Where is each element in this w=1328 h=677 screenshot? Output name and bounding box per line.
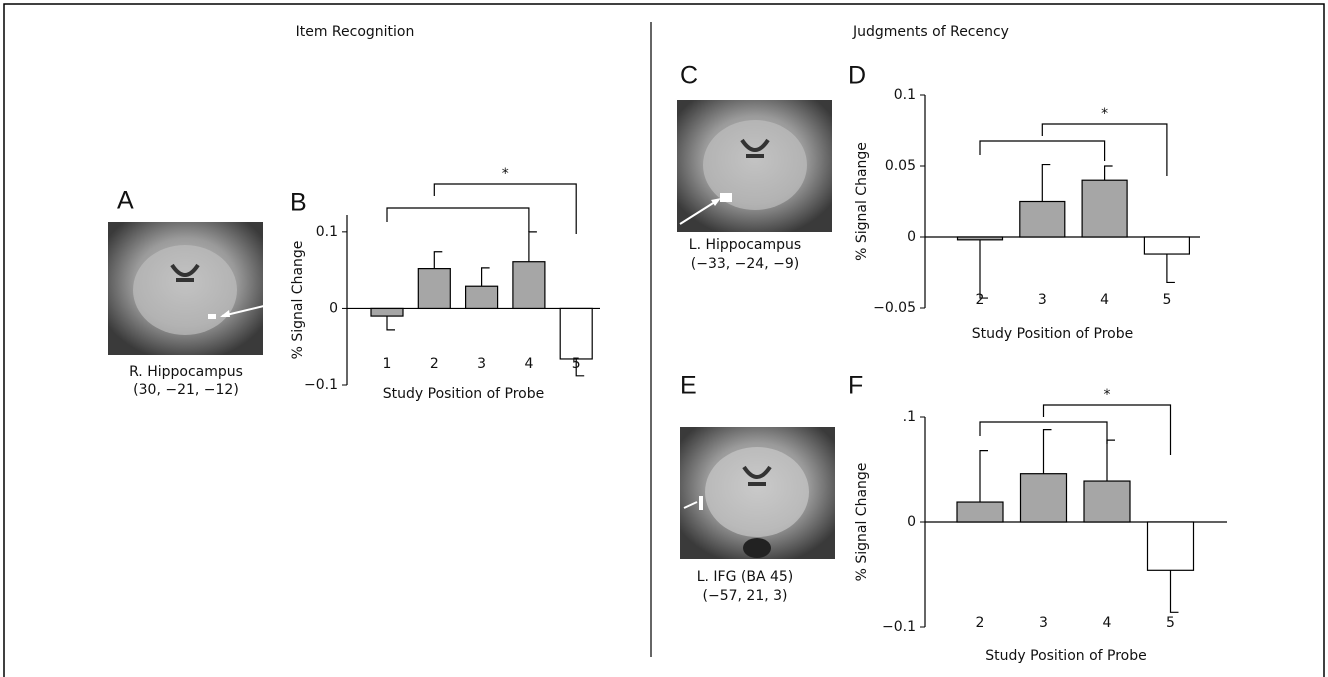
frame [3, 3, 1325, 677]
bar [559, 307, 593, 360]
significance-bracket [386, 207, 530, 232]
panel-letter: C [680, 62, 698, 90]
error-bar [1042, 429, 1052, 474]
x-tick-label: 5 [572, 356, 581, 372]
image-caption: (30, −21, −12) [133, 382, 239, 398]
error-bar [979, 450, 988, 503]
bar [956, 501, 1004, 523]
brain-image [108, 222, 269, 355]
y-tick-label: 0 [907, 514, 916, 530]
y-tick-label: .1 [903, 409, 916, 425]
bar [1083, 480, 1131, 523]
panel-letter: D [848, 62, 866, 90]
x-tick-label: 3 [1039, 615, 1048, 631]
brain-image [677, 100, 832, 232]
significance-label: * [1101, 106, 1108, 122]
y-tick-label: 0.05 [885, 158, 916, 174]
panel-letter: F [848, 372, 863, 400]
y-axis-label: % Signal Change [290, 241, 306, 360]
panel-letter: E [680, 372, 697, 400]
heading: Item Recognition [296, 24, 415, 40]
x-tick-label: 5 [1166, 615, 1175, 631]
error-bar [528, 231, 537, 262]
significance-bracket [1042, 404, 1172, 455]
error-bar [433, 251, 443, 269]
significance-label: * [1104, 387, 1111, 403]
y-tick-label: 0.1 [316, 224, 338, 240]
y-tick-label: −0.1 [882, 619, 916, 635]
x-tick-label: 4 [1103, 615, 1112, 631]
y-tick-label: −0.1 [304, 377, 338, 393]
image-caption: (−33, −24, −9) [691, 256, 799, 272]
x-axis-label: Study Position of Probe [985, 648, 1147, 664]
bar [1146, 521, 1195, 571]
heading: Judgments of Recency [852, 24, 1009, 40]
y-axis-label: % Signal Change [854, 463, 870, 582]
x-tick-label: 2 [976, 615, 985, 631]
bar [370, 307, 404, 317]
panel-letter: B [290, 189, 307, 217]
significance-bracket [1041, 123, 1168, 176]
x-tick-label: 2 [976, 292, 985, 308]
x-tick-label: 2 [430, 356, 439, 372]
image-caption: L. IFG (BA 45) [697, 569, 794, 585]
y-tick-label: 0 [907, 229, 916, 245]
bar [417, 268, 451, 310]
y-tick-label: −0.05 [873, 300, 916, 316]
x-axis-label: Study Position of Probe [972, 326, 1134, 342]
brain-image [680, 427, 835, 559]
error-bar [481, 267, 490, 287]
x-tick-label: 5 [1162, 292, 1171, 308]
bar [1081, 179, 1128, 238]
bar [1019, 473, 1068, 523]
x-tick-label: 4 [1100, 292, 1109, 308]
x-tick-label: 1 [383, 356, 392, 372]
significance-bracket [433, 183, 577, 234]
error-bar [575, 358, 585, 377]
error-bar [1169, 570, 1179, 613]
error-bar [1166, 254, 1175, 284]
x-tick-label: 4 [524, 356, 533, 372]
x-tick-label: 3 [477, 356, 486, 372]
error-bar [979, 239, 988, 299]
image-caption: L. Hippocampus [689, 237, 801, 253]
significance-bracket [979, 140, 1106, 161]
bar [1143, 236, 1191, 255]
bar [956, 236, 1004, 241]
bar [465, 285, 499, 310]
bar [1019, 200, 1066, 238]
error-bar [1041, 163, 1051, 202]
x-tick-label: 3 [1038, 292, 1047, 308]
panel-letter: A [117, 187, 134, 215]
y-axis-label: % Signal Change [854, 142, 870, 261]
x-axis-label: Study Position of Probe [383, 386, 545, 402]
y-tick-label: 0 [329, 300, 338, 316]
error-bar [1106, 439, 1115, 482]
image-caption: (−57, 21, 3) [703, 588, 788, 604]
error-bar [1104, 165, 1113, 181]
significance-label: * [502, 166, 509, 182]
significance-bracket [979, 421, 1108, 444]
y-tick-label: 0.1 [894, 87, 916, 103]
error-bar [386, 316, 395, 331]
image-caption: R. Hippocampus [129, 364, 243, 380]
bar [512, 261, 546, 310]
